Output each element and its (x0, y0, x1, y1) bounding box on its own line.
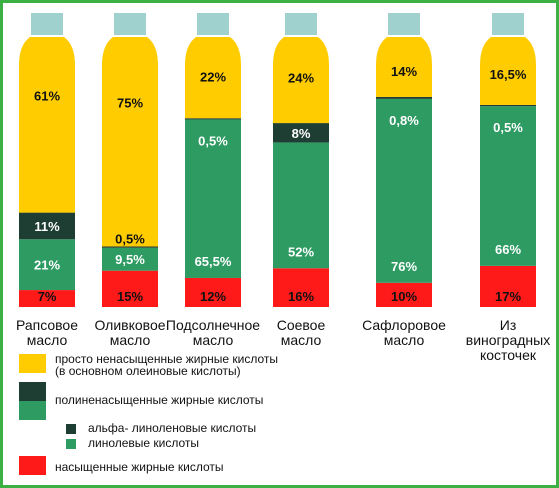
label-alpha-1: 0,5% (115, 232, 145, 247)
legend-swatch-alpha-large (19, 382, 46, 401)
legend-poly: полиненасыщенные жирные кислоты (55, 393, 264, 407)
legend-swatch-linoleic (66, 439, 76, 449)
category-label-line: масло (280, 332, 322, 348)
bar-mono-3 (273, 37, 329, 124)
label-alpha-5: 0,5% (493, 120, 523, 135)
category-label-3: Соевое масло (251, 318, 351, 348)
category-label-2: Подсолнечное масло (163, 318, 263, 348)
label-mono-0: 61% (34, 89, 60, 104)
bottle-cap-3 (285, 13, 317, 35)
bar-saturated-4 (376, 282, 432, 307)
category-label-0: Рапсовое масло (3, 317, 97, 348)
bottle-0 (19, 37, 75, 307)
label-mono-4: 14% (391, 64, 417, 79)
label-saturated-1: 15% (117, 289, 143, 304)
label-saturated-0: 7% (38, 289, 57, 304)
category-label-line: масло (109, 332, 151, 348)
label-mono-3: 24% (288, 71, 314, 86)
bar-linoleic-2 (185, 119, 241, 278)
label-alpha-3: 8% (292, 126, 311, 141)
label-linoleic-4: 76% (391, 259, 417, 274)
label-saturated-5: 17% (495, 289, 521, 304)
category-label-1: Оливковое масло (80, 318, 180, 348)
legend-saturated: насыщенные жирные кислоты (55, 460, 224, 474)
bar-mono-1 (102, 37, 158, 247)
legend-swatch-saturated (19, 456, 46, 475)
label-mono-2: 22% (200, 70, 226, 85)
bar-alpha-2 (185, 118, 241, 120)
bar-mono-4 (376, 37, 432, 97)
bottle-1 (102, 37, 158, 307)
label-saturated-3: 16% (288, 289, 314, 304)
bar-linoleic-3 (273, 142, 329, 269)
label-linoleic-0: 21% (34, 258, 60, 273)
label-linoleic-5: 66% (495, 242, 521, 257)
bar-mono-0 (19, 37, 75, 213)
category-label-line: Из (499, 317, 517, 333)
label-linoleic-2: 65,5% (195, 254, 232, 269)
bar-saturated-0 (19, 290, 75, 307)
bar-linoleic-5 (480, 106, 536, 266)
category-label-line: Рапсовое (15, 317, 79, 333)
label-mono-1: 75% (117, 95, 143, 110)
bottle-3 (273, 37, 329, 307)
bar-saturated-1 (102, 270, 158, 307)
bottle-cap-4 (388, 13, 420, 35)
bar-alpha-0 (19, 212, 75, 240)
label-mono-5: 16,5% (490, 67, 527, 82)
label-linoleic-3: 52% (288, 244, 314, 259)
legend-swatch-alpha (66, 424, 76, 434)
bottle-cap-1 (114, 13, 146, 35)
category-label-5: Из виноградных косточек (458, 317, 556, 363)
legend-alpha: альфа- линоленовые кислоты (88, 421, 257, 435)
category-label-line: косточек (479, 347, 536, 363)
bottle-4 (376, 37, 432, 307)
category-label-4: Сафлоровое масло (354, 318, 454, 348)
legend-mono-line2: (в основном олеиновые кислоты) (55, 364, 241, 378)
category-label-line: масло (192, 332, 234, 348)
label-alpha-0: 11% (34, 219, 60, 234)
bar-linoleic-4 (376, 98, 432, 283)
label-linoleic-1: 9,5% (115, 252, 145, 267)
label-alpha-4: 0,8% (389, 113, 419, 128)
bar-saturated-3 (273, 268, 329, 307)
label-saturated-2: 12% (200, 289, 226, 304)
legend-linoleic: линолевые кислоты (88, 436, 200, 450)
bar-linoleic-1 (102, 247, 158, 271)
legend-swatch-mono (19, 354, 46, 373)
bottle-cap-0 (31, 13, 63, 35)
category-label-line: Подсолнечное (165, 317, 261, 333)
category-label-line: Соевое (276, 317, 326, 333)
label-saturated-4: 10% (391, 289, 417, 304)
bar-linoleic-0 (19, 239, 75, 291)
legend-swatch-linoleic-large (19, 401, 46, 420)
bottle-cap-5 (492, 13, 524, 35)
bottle-2 (185, 37, 241, 307)
category-label-line: масло (26, 332, 68, 348)
bar-mono-5 (480, 37, 536, 105)
category-label-line: масло (383, 332, 425, 348)
stacked-bottle-chart: 7% 21% 11% 61% 15% 9,5% 0,5% 75% 12% 65,5% 0,5% 22%… (19, 13, 536, 307)
bar-alpha-5 (480, 104, 536, 107)
label-alpha-2: 0,5% (198, 133, 228, 148)
bottle-cap-2 (197, 13, 229, 35)
bar-alpha-1 (102, 246, 158, 248)
bar-saturated-5 (480, 265, 536, 307)
category-label-line: виноградных (465, 332, 551, 348)
bar-alpha-3 (273, 123, 329, 143)
category-label-line: Оливковое (94, 317, 166, 333)
bar-mono-2 (185, 37, 241, 119)
bottle-5 (480, 37, 536, 307)
legend-mono-line1: просто ненасыщенные жирные кислоты (55, 352, 279, 366)
bar-alpha-4 (376, 96, 432, 99)
bar-saturated-2 (185, 277, 241, 307)
category-label-line: Сафлоровое (362, 317, 446, 333)
